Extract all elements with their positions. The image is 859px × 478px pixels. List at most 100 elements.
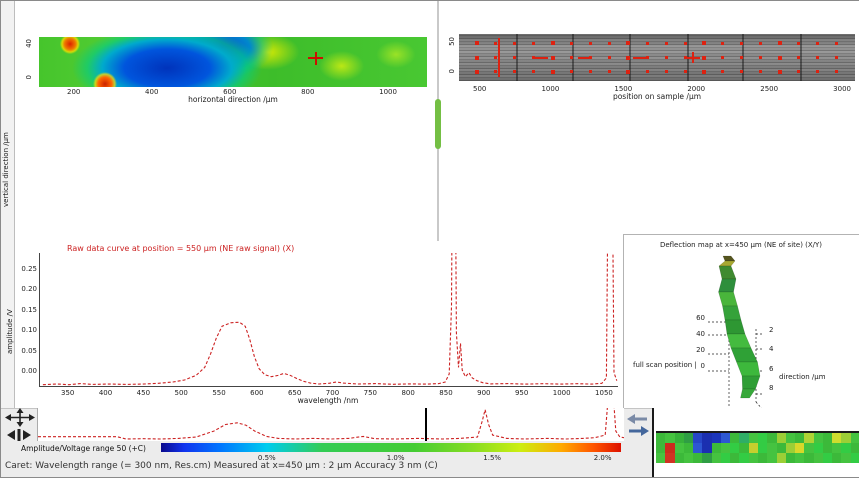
tick-label: 850 bbox=[439, 389, 453, 397]
camera-seam bbox=[629, 34, 632, 81]
tick-label: 6 bbox=[769, 364, 774, 373]
result-pixel-map[interactable] bbox=[656, 433, 859, 463]
tick-label: 750 bbox=[363, 389, 377, 397]
surface3d-right-axis-label: direction /μm bbox=[779, 373, 826, 381]
heatmap-cell bbox=[739, 433, 749, 443]
fiducial-marker bbox=[626, 55, 631, 60]
heatmap-cell bbox=[813, 443, 823, 453]
fiducial-marker bbox=[532, 41, 536, 45]
map-cursor-icon[interactable] bbox=[314, 51, 317, 65]
heatmap-cell bbox=[767, 453, 777, 463]
tick-label: 700 bbox=[325, 389, 340, 397]
tick-label: 800 bbox=[301, 88, 315, 96]
camera-seam bbox=[799, 34, 802, 81]
fiducial-marker bbox=[513, 41, 517, 45]
heatmap-cell bbox=[656, 453, 666, 463]
spectrum-title: Raw data curve at position = 550 μm (NE … bbox=[67, 244, 295, 253]
tick-label: 2000 bbox=[687, 85, 706, 93]
heatmap-cell bbox=[813, 433, 823, 443]
fiducial-marker bbox=[740, 56, 744, 59]
heatmap-cell bbox=[711, 433, 721, 443]
camera-red-line bbox=[497, 37, 500, 78]
surface-map-2d[interactable] bbox=[39, 37, 427, 87]
gradient-tick-labels: 0.5% 1.0% 1.5% 2.0% bbox=[161, 454, 621, 462]
fiducial-marker bbox=[683, 70, 687, 74]
heatmap-cell bbox=[813, 453, 823, 463]
heatmap-cell bbox=[683, 443, 694, 453]
collapse-horizontal-icon[interactable] bbox=[6, 428, 32, 442]
swap-arrows-icon[interactable] bbox=[625, 410, 651, 440]
surface3d-left-axis-label: full scan position | bbox=[633, 361, 697, 369]
tick-label: 2 bbox=[769, 326, 774, 334]
marker-dash bbox=[633, 56, 648, 59]
camera-xlabel: position on sample /μm bbox=[612, 92, 702, 101]
tick-label: 600 bbox=[250, 389, 264, 397]
overview-trace-area[interactable] bbox=[37, 381, 625, 441]
surface3d-plot[interactable] bbox=[623, 234, 859, 433]
splitter-handle[interactable] bbox=[434, 99, 441, 149]
fiducial-marker bbox=[569, 56, 573, 59]
tick-label: 1050 bbox=[595, 389, 613, 397]
tick-label: 0.00 bbox=[21, 366, 37, 375]
heatmap-cell bbox=[795, 453, 805, 463]
spectrum-trace bbox=[42, 66, 618, 386]
heatmap-cell bbox=[795, 443, 805, 453]
fiducial-marker bbox=[721, 70, 725, 74]
map-xlabel: horizontal direction /μm bbox=[188, 95, 278, 104]
map-ytick-labels: 40 0 bbox=[25, 39, 35, 79]
heatmap-cell bbox=[776, 443, 786, 453]
fiducial-marker bbox=[513, 56, 517, 59]
fiducial-marker bbox=[816, 56, 820, 59]
left-gutter bbox=[1, 1, 15, 408]
tick-label: 0 bbox=[448, 68, 456, 73]
fiducial-marker bbox=[834, 41, 838, 45]
tick-label: 900 bbox=[477, 389, 491, 397]
heatmap-cell bbox=[665, 443, 675, 453]
status-text: Caret: Wavelength range (= 300 nm, Res.c… bbox=[5, 461, 438, 471]
marker-dash bbox=[534, 56, 549, 59]
tick-label: 1000 bbox=[552, 389, 571, 397]
fiducial-marker bbox=[645, 70, 649, 74]
tick-label: 40 bbox=[25, 39, 33, 48]
heatmap-cell bbox=[767, 443, 777, 453]
tick-label: 60 bbox=[696, 314, 705, 322]
fiducial-marker bbox=[513, 70, 517, 74]
fiducial-marker bbox=[834, 70, 838, 74]
tick-label: 650 bbox=[287, 389, 302, 397]
marker-dash bbox=[577, 56, 592, 59]
fiducial-marker bbox=[550, 55, 555, 60]
overview-range-cursor[interactable] bbox=[425, 408, 427, 441]
camera-cursor-icon[interactable] bbox=[692, 52, 695, 63]
spectrum-plot[interactable] bbox=[39, 66, 618, 387]
heatmap-cell bbox=[711, 443, 721, 453]
camera-image[interactable] bbox=[459, 34, 855, 81]
fiducial-marker bbox=[701, 41, 706, 46]
tick-label: 3000 bbox=[833, 85, 851, 93]
tick-label: 0.10 bbox=[21, 326, 37, 335]
tick-label: 1.5% bbox=[483, 454, 502, 462]
heatmap-cell bbox=[674, 433, 684, 443]
fiducial-marker bbox=[777, 69, 782, 74]
surface3d-title: Deflection map at x=450 μm (NE of site) … bbox=[659, 241, 823, 249]
heatmap-cell bbox=[702, 453, 712, 463]
fiducial-marker bbox=[664, 70, 668, 74]
colormap-gradient-bar[interactable] bbox=[161, 443, 621, 452]
heatmap-cell bbox=[804, 453, 814, 463]
tick-label: 400 bbox=[98, 389, 113, 397]
fiducial-marker bbox=[701, 55, 706, 60]
heatmap-cell bbox=[785, 453, 796, 463]
heatmap-cell bbox=[757, 433, 768, 443]
fiducial-marker bbox=[777, 41, 782, 46]
heatmap-cell bbox=[785, 443, 796, 453]
fiducial-marker bbox=[683, 56, 687, 59]
heatmap-cell bbox=[665, 433, 675, 443]
fiducial-marker bbox=[721, 41, 725, 45]
tick-label: 50 bbox=[448, 37, 456, 46]
heatmap-cell bbox=[693, 433, 703, 443]
pan-icon[interactable] bbox=[5, 408, 35, 427]
fiducial-marker bbox=[607, 41, 611, 45]
heatmap-cell bbox=[832, 453, 842, 463]
tick-label: 1000 bbox=[379, 88, 397, 96]
fiducial-marker bbox=[740, 70, 744, 74]
